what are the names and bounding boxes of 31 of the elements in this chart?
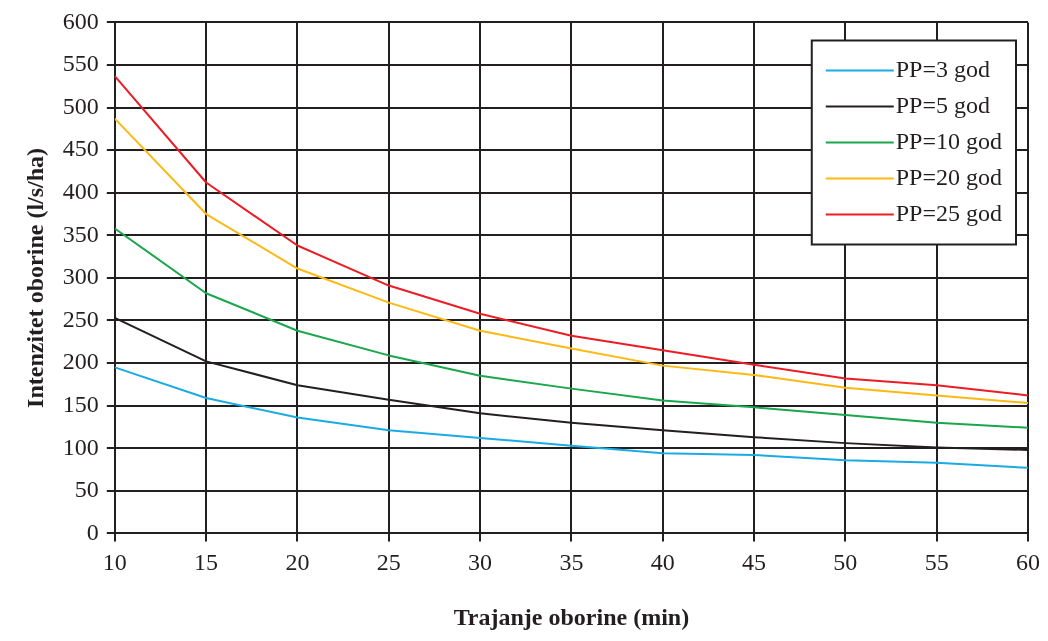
x-tick-label: 45 (742, 549, 767, 576)
y-tick-label: 450 (62, 135, 99, 162)
y-tick-label: 0 (86, 518, 99, 545)
y-tick-label: 150 (62, 390, 99, 417)
x-tick-label: 15 (194, 549, 219, 576)
legend-label: PP=3 god (895, 55, 990, 82)
x-tick-label: 40 (650, 549, 675, 576)
y-tick-label: 200 (62, 348, 99, 375)
y-tick-label: 50 (74, 476, 99, 503)
legend-label: PP=25 god (895, 199, 1002, 226)
x-tick-label: 30 (468, 549, 493, 576)
y-axis-title: Intenzitet oborine (l/s/ha) (21, 147, 48, 408)
y-tick-label: 400 (62, 178, 99, 205)
legend-label: PP=10 god (895, 127, 1002, 154)
y-tick-label: 350 (62, 220, 99, 247)
x-tick-label: 25 (376, 549, 401, 576)
y-tick-label: 500 (62, 92, 99, 119)
y-tick-label: 250 (62, 305, 99, 332)
legend-label: PP=20 god (895, 163, 1002, 190)
x-tick-label: 60 (1016, 549, 1040, 576)
legend-label: PP=5 god (895, 91, 990, 118)
x-axis-title: Trajanje oborine (min) (453, 603, 690, 630)
y-tick-label: 600 (62, 7, 99, 34)
y-tick-label: 100 (62, 433, 99, 460)
x-tick-label: 55 (924, 549, 949, 576)
x-tick-label: 50 (833, 549, 858, 576)
x-tick-label: 10 (102, 549, 127, 576)
y-tick-label: 300 (62, 263, 99, 290)
y-tick-label: 550 (62, 50, 99, 77)
x-tick-label: 20 (285, 549, 310, 576)
x-tick-label: 35 (559, 549, 584, 576)
